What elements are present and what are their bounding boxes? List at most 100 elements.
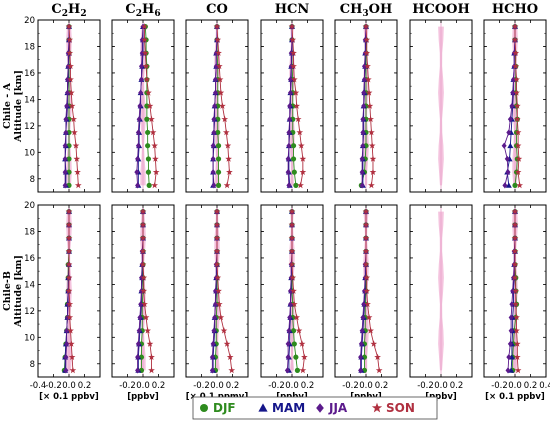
data-point-son bbox=[370, 340, 378, 347]
legend-label-jja: JJA bbox=[328, 401, 348, 415]
x-tick-label: 0.2 bbox=[152, 381, 166, 391]
panel-3 bbox=[260, 19, 324, 193]
data-point-son bbox=[289, 36, 297, 43]
data-point-son bbox=[511, 23, 519, 30]
data-point-son bbox=[213, 23, 221, 30]
data-point-son bbox=[149, 128, 157, 136]
data-point-son bbox=[511, 247, 519, 255]
x-tick-label: -0.2 bbox=[119, 381, 136, 391]
data-point-jja bbox=[138, 63, 144, 70]
data-point-djf bbox=[293, 354, 299, 360]
data-point-son bbox=[141, 36, 148, 43]
data-point-son bbox=[70, 115, 77, 123]
data-point-jja bbox=[505, 169, 511, 176]
data-point-son bbox=[512, 300, 520, 308]
data-point-son bbox=[217, 89, 225, 96]
data-point-son bbox=[148, 353, 155, 360]
panel-7: 8 10 12 14 16 18 20 bbox=[24, 201, 101, 378]
data-point-jja bbox=[139, 49, 145, 57]
data-point-jja bbox=[63, 129, 69, 136]
x-unit-label-5: [ppbv] bbox=[425, 392, 457, 402]
data-point-jja bbox=[211, 116, 217, 123]
data-point-son bbox=[511, 36, 519, 43]
data-point-son bbox=[290, 300, 298, 308]
data-point-jja bbox=[138, 89, 144, 96]
panel-title-4: CH3OH bbox=[340, 2, 393, 19]
x-tick-label: -0.2 bbox=[417, 381, 434, 391]
data-point-son bbox=[297, 142, 305, 149]
data-point-son bbox=[288, 261, 296, 268]
data-point-jja bbox=[361, 76, 367, 83]
data-point-son bbox=[363, 274, 371, 281]
data-point-jja bbox=[63, 354, 69, 361]
data-point-jja bbox=[62, 169, 68, 176]
x-unit-label-1: [ppbv] bbox=[127, 392, 159, 402]
data-point-jja bbox=[212, 287, 218, 295]
data-point-son bbox=[140, 274, 148, 281]
data-point-son bbox=[294, 115, 302, 123]
data-point-son bbox=[512, 49, 520, 56]
data-point-jja bbox=[287, 102, 293, 110]
data-point-jja bbox=[509, 102, 515, 110]
data-point-son bbox=[215, 62, 223, 70]
data-point-son bbox=[363, 36, 371, 43]
data-point-son bbox=[365, 89, 373, 96]
data-point-son bbox=[514, 168, 522, 175]
data-point-son bbox=[362, 247, 370, 255]
data-point-jja bbox=[358, 340, 364, 348]
data-point-son bbox=[213, 234, 221, 241]
data-point-jja bbox=[64, 340, 70, 348]
data-point-son bbox=[364, 300, 371, 308]
data-point-son bbox=[362, 208, 370, 215]
data-point-son bbox=[288, 247, 296, 255]
data-point-djf bbox=[146, 182, 152, 188]
data-point-son bbox=[65, 247, 73, 255]
data-point-jja bbox=[510, 76, 516, 83]
data-point-djf bbox=[291, 341, 297, 347]
title-part: HCOOH bbox=[412, 2, 470, 17]
data-point-jja bbox=[138, 76, 144, 83]
title-part: H bbox=[142, 2, 154, 17]
data-point-son bbox=[367, 327, 374, 334]
data-point-jja bbox=[137, 314, 143, 321]
data-point-jja bbox=[360, 314, 366, 321]
subscript: 3 bbox=[362, 9, 368, 19]
data-point-son bbox=[144, 327, 151, 334]
data-point-son bbox=[151, 142, 158, 149]
data-point-son bbox=[65, 208, 73, 215]
data-point-jja bbox=[213, 63, 219, 70]
data-point-jja bbox=[359, 327, 365, 334]
title-part: OH bbox=[369, 2, 393, 17]
data-point-son bbox=[223, 181, 231, 189]
x-unit-label-0: [× 0.1 ppbv] bbox=[39, 392, 99, 402]
data-point-son bbox=[139, 234, 147, 241]
x-tick-label: 0.0 bbox=[359, 381, 373, 391]
data-point-jja bbox=[358, 354, 364, 361]
data-point-djf bbox=[290, 143, 297, 149]
data-point-son bbox=[299, 168, 307, 175]
data-point-son bbox=[368, 181, 375, 189]
y-tick-label: 12 bbox=[24, 307, 35, 317]
y-tick-label: 16 bbox=[24, 254, 35, 264]
data-point-son bbox=[364, 62, 371, 70]
data-point-jja bbox=[358, 367, 364, 374]
data-point-son bbox=[67, 76, 74, 83]
data-point-jja bbox=[210, 169, 216, 176]
data-point-djf bbox=[294, 367, 301, 373]
data-point-son bbox=[301, 353, 308, 360]
data-point-son bbox=[511, 208, 519, 215]
data-point-mam bbox=[507, 142, 514, 149]
data-point-djf bbox=[215, 143, 222, 149]
data-point-son bbox=[141, 49, 149, 56]
data-point-jja bbox=[510, 89, 516, 96]
data-point-jja bbox=[361, 102, 367, 110]
data-point-son bbox=[292, 89, 300, 96]
data-point-son bbox=[69, 366, 77, 374]
x-tick-label: -0.4 bbox=[30, 381, 47, 391]
data-point-jja bbox=[508, 327, 514, 334]
data-point-jja bbox=[135, 142, 141, 149]
data-point-son bbox=[511, 274, 519, 281]
data-point-son bbox=[141, 300, 148, 308]
title-part: H bbox=[68, 2, 80, 17]
